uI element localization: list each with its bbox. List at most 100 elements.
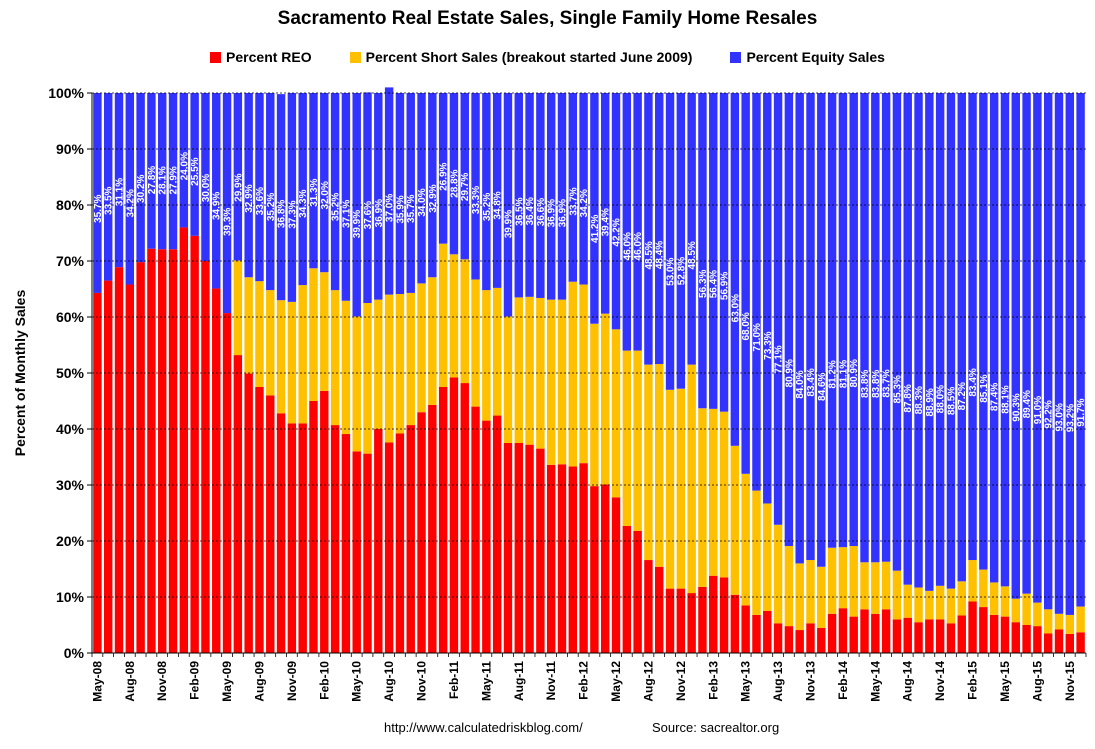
bar-equity (655, 93, 664, 365)
bar-equity (114, 93, 124, 268)
x-tick-label: Aug-13 (771, 661, 785, 702)
bar-equity (925, 93, 934, 591)
bar-reo (222, 313, 232, 653)
bar-reo (536, 448, 545, 653)
data-label: 83.4% (806, 368, 817, 396)
data-label: 53.0% (666, 257, 677, 285)
data-label: 52.8% (676, 257, 687, 285)
x-tick-label: Aug-10 (382, 661, 396, 702)
bar-equity (752, 93, 761, 491)
bar-reo (287, 423, 297, 653)
bar-short-sales (644, 364, 653, 561)
bar-short-sales (514, 297, 523, 443)
data-label: 71.0% (752, 323, 763, 351)
bar-equity (147, 93, 156, 249)
bar-short-sales (838, 547, 848, 609)
x-tick-label: May-12 (609, 661, 623, 702)
bar-equity (158, 93, 167, 250)
bar-equity (201, 93, 210, 261)
bar-short-sales (1000, 586, 1010, 617)
bar-reo (957, 615, 966, 653)
bar-equity (557, 93, 567, 300)
bar-short-sales (600, 313, 610, 485)
data-label: 29.7% (460, 173, 471, 201)
bar-equity (914, 93, 923, 588)
data-label: 73.3% (763, 331, 774, 359)
data-label: 88.0% (936, 385, 947, 413)
bar-short-sales (730, 445, 740, 595)
bar-reo (449, 377, 459, 653)
bar-equity (849, 93, 858, 547)
bar-reo (881, 609, 891, 653)
bar-reo (622, 525, 632, 653)
data-label: 48.5% (644, 241, 655, 269)
data-label: 35.2% (482, 193, 493, 221)
bar-reo (125, 284, 135, 653)
legend-item-short-sales: Percent Short Sales (breakout started Ju… (349, 49, 692, 65)
data-label: 42.2% (612, 218, 623, 246)
bar-reo (860, 609, 869, 653)
data-label: 34.2% (125, 189, 136, 217)
bar-reo (665, 588, 675, 653)
bar-reo (925, 619, 934, 653)
bar-reo (557, 464, 567, 653)
bar-short-sales (525, 296, 534, 445)
bar-equity (266, 93, 275, 291)
bar-equity (1011, 93, 1020, 599)
bar-equity (860, 93, 869, 563)
data-label: 36.9% (374, 199, 385, 227)
bar-equity (309, 93, 318, 269)
bar-short-sales (276, 300, 286, 414)
bar-equity (579, 93, 588, 285)
bar-equity (611, 93, 621, 330)
bar-reo (1065, 633, 1075, 653)
x-tick-label: Aug-09 (252, 661, 266, 702)
bar-reo (730, 594, 740, 653)
y-tick-label: 30% (56, 477, 85, 493)
data-label: 83.8% (860, 370, 871, 398)
bar-equity (784, 93, 794, 547)
data-label: 87.8% (903, 384, 914, 412)
data-label: 25.5% (190, 157, 201, 185)
legend: Percent REO Percent Short Sales (breakou… (0, 49, 1095, 65)
bar-equity (773, 93, 783, 525)
data-label: 48.5% (687, 241, 698, 269)
bar-equity (93, 93, 102, 293)
bar-short-sales (989, 582, 999, 615)
bar-short-sales (395, 294, 405, 434)
x-tick-label: Feb-14 (836, 661, 850, 700)
bar-reo (244, 373, 253, 653)
bar-reo (298, 423, 307, 653)
bar-short-sales (255, 281, 264, 387)
bar-reo (374, 429, 383, 653)
bar-short-sales (665, 389, 675, 589)
bar-short-sales (1054, 613, 1064, 630)
data-label: 85.3% (892, 375, 903, 403)
bar-reo (103, 280, 113, 653)
footer-source: Source: sacrealtor.org (652, 720, 780, 735)
bar-reo (719, 577, 729, 653)
bar-reo (568, 466, 578, 653)
data-label: 35.2% (331, 193, 342, 221)
bar-short-sales (449, 254, 459, 378)
bar-equity (374, 93, 383, 300)
bar-equity (665, 93, 675, 390)
bar-short-sales (1065, 614, 1075, 634)
legend-swatch-short-sales (349, 51, 361, 63)
bar-short-sales (622, 350, 632, 526)
bar-reo (838, 608, 848, 653)
bar-equity (935, 93, 945, 586)
bar-reo (417, 412, 426, 653)
legend-label-reo: Percent REO (226, 49, 312, 65)
bar-reo (460, 383, 469, 653)
legend-swatch-reo (210, 51, 222, 63)
bar-short-sales (795, 563, 804, 631)
bar-short-sales (1076, 606, 1085, 633)
bar-equity (676, 93, 686, 389)
y-tick-label: 60% (56, 309, 85, 325)
data-label: 39.4% (601, 208, 612, 236)
data-label: 31.1% (115, 178, 126, 206)
data-label: 35.7% (406, 194, 417, 222)
x-tick-label: Aug-08 (123, 661, 137, 702)
bar-equity (687, 93, 696, 365)
